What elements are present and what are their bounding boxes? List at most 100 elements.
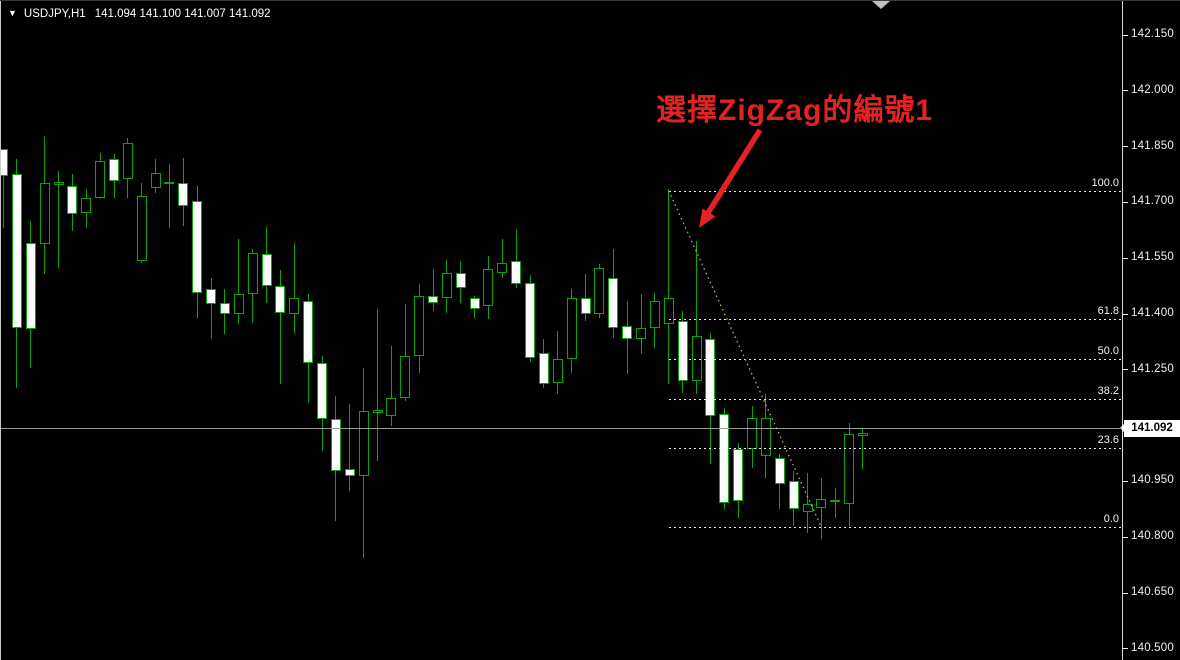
candle-wick bbox=[404, 303, 406, 401]
price-axis[interactable]: 141.092 142.150 142.000 141.850 141.700 141.… bbox=[1120, 1, 1180, 660]
candle-wick bbox=[293, 243, 295, 333]
bull-candle-body bbox=[400, 355, 411, 398]
bear-candle-body bbox=[511, 261, 522, 285]
bull-candle-body bbox=[122, 143, 133, 179]
chart-plot-area[interactable]: 選擇ZigZag的編號1 ▼ USDJPY,H1 141.094 141.100 1… bbox=[0, 1, 1122, 660]
symbol-period-label: USDJPY,H1 bbox=[23, 8, 86, 20]
bear-candle-body bbox=[303, 300, 314, 363]
fib-level-line[interactable] bbox=[668, 319, 1121, 321]
bear-candle-body bbox=[677, 321, 688, 381]
bull-candle-body bbox=[594, 268, 605, 314]
bear-candle-body bbox=[774, 458, 785, 485]
axis-tick-mark bbox=[1123, 536, 1128, 538]
bull-candle-body bbox=[81, 198, 92, 214]
candle-wick bbox=[668, 188, 670, 384]
candle-wick bbox=[58, 171, 59, 269]
fib-level-line[interactable] bbox=[668, 527, 1121, 529]
bull-candle-body bbox=[372, 409, 383, 413]
fib-level-label: 61.8 bbox=[1097, 305, 1119, 318]
bear-candle-body bbox=[67, 185, 78, 215]
bull-candle-body bbox=[164, 182, 175, 185]
bull-candle-body bbox=[414, 296, 425, 356]
fib-level-label: 23.6 bbox=[1097, 433, 1119, 446]
bull-candle-body bbox=[358, 411, 369, 477]
chart-shift-marker-icon[interactable] bbox=[872, 1, 890, 9]
bull-candle-body bbox=[747, 418, 757, 449]
fib-level-label: 0.0 bbox=[1103, 513, 1119, 526]
bull-candle-body bbox=[39, 182, 50, 244]
bull-candle-body bbox=[441, 273, 452, 298]
axis-tick-label: 141.550 bbox=[1131, 251, 1174, 264]
bear-candle-body bbox=[11, 174, 22, 328]
chart-title: ▼ USDJPY,H1 141.094 141.100 141.007 141.09… bbox=[8, 6, 271, 20]
axis-tick-label: 140.650 bbox=[1131, 586, 1174, 598]
bull-candle-body bbox=[95, 161, 106, 199]
bull-candle-body bbox=[636, 328, 646, 340]
bull-candle-body bbox=[483, 268, 494, 307]
bear-candle-body bbox=[622, 326, 633, 340]
axis-tick-mark bbox=[1123, 146, 1128, 148]
chevron-down-icon[interactable]: ▼ bbox=[8, 8, 17, 18]
fib-level-line[interactable] bbox=[668, 398, 1121, 400]
bull-candle-body bbox=[247, 252, 258, 295]
candle-wick bbox=[834, 488, 836, 519]
bull-candle-body bbox=[802, 504, 813, 513]
bear-candle-body bbox=[317, 363, 327, 420]
candle-wick bbox=[2, 149, 4, 228]
axis-tick-label: 141.850 bbox=[1131, 139, 1174, 152]
bull-candle-body bbox=[552, 358, 563, 384]
bull-candle-body bbox=[816, 499, 827, 509]
bull-candle-body bbox=[386, 398, 397, 417]
current-price-value: 141.092 bbox=[1131, 421, 1173, 434]
axis-tick-mark bbox=[1123, 592, 1128, 594]
bull-candle-body bbox=[150, 172, 161, 189]
bull-candle-body bbox=[566, 297, 577, 359]
bull-candle-body bbox=[289, 297, 300, 314]
candle-wick bbox=[349, 403, 351, 491]
fib-level-label: 100.0 bbox=[1091, 176, 1119, 189]
bear-candle-body bbox=[788, 480, 799, 509]
bull-candle-body bbox=[53, 182, 64, 186]
bear-candle-body bbox=[428, 296, 438, 304]
annotation-arrow-head bbox=[699, 208, 716, 228]
candle-wick bbox=[501, 239, 503, 279]
candle-wick bbox=[820, 478, 822, 539]
bull-candle-body bbox=[760, 418, 771, 456]
candle-wick bbox=[432, 268, 434, 311]
candle-wick bbox=[640, 294, 642, 355]
axis-tick-mark bbox=[1123, 648, 1128, 650]
fib-level-line[interactable] bbox=[668, 447, 1121, 449]
bull-candle-body bbox=[649, 300, 660, 329]
bear-candle-body bbox=[455, 273, 466, 288]
axis-tick-mark bbox=[1123, 90, 1128, 92]
bear-candle-body bbox=[538, 353, 549, 384]
bear-candle-body bbox=[580, 297, 591, 314]
axis-tick-label: 140.800 bbox=[1131, 530, 1174, 543]
axis-tick-label: 140.500 bbox=[1131, 641, 1174, 654]
annotation-arrow-line bbox=[705, 128, 763, 215]
candle-wick bbox=[390, 345, 392, 427]
fib-level-line[interactable] bbox=[668, 190, 1121, 192]
bear-candle-body bbox=[0, 149, 8, 176]
candle-wick bbox=[862, 429, 864, 469]
fib-level-line[interactable] bbox=[668, 358, 1121, 360]
axis-tick-label: 141.700 bbox=[1131, 195, 1174, 208]
bear-candle-body bbox=[192, 201, 203, 294]
axis-tick-label: 142.000 bbox=[1131, 83, 1174, 96]
axis-tick-label: 141.250 bbox=[1131, 362, 1174, 375]
bull-candle-body bbox=[857, 433, 868, 437]
axis-tick-mark bbox=[1123, 201, 1128, 203]
current-price-line bbox=[0, 428, 1122, 430]
bull-candle-body bbox=[844, 434, 855, 504]
candle-wick bbox=[210, 278, 212, 340]
quote-ohlc-label: 141.094 141.100 141.007 141.092 bbox=[94, 8, 271, 20]
bear-candle-body bbox=[275, 286, 286, 314]
annotation-text-label[interactable]: 選擇ZigZag的編號1 bbox=[656, 94, 934, 127]
axis-tick-mark bbox=[1123, 369, 1128, 371]
axis-tick-mark bbox=[1123, 34, 1128, 36]
bear-candle-body bbox=[25, 243, 36, 330]
bear-candle-body bbox=[206, 289, 216, 304]
axis-tick-mark bbox=[1123, 480, 1128, 482]
candle-wick bbox=[168, 164, 170, 228]
